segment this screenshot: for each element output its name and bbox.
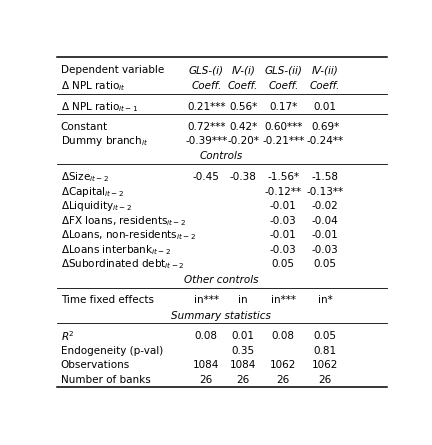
- Text: 1062: 1062: [270, 360, 296, 370]
- Text: ΔLoans, non-residents$_{it-2}$: ΔLoans, non-residents$_{it-2}$: [60, 228, 196, 242]
- Text: IV-(i): IV-(i): [231, 65, 255, 75]
- Text: -1.58: -1.58: [312, 172, 339, 182]
- Text: Δ NPL ratio$_{it}$: Δ NPL ratio$_{it}$: [60, 79, 125, 93]
- Text: 0.01: 0.01: [314, 101, 337, 112]
- Text: -0.39***: -0.39***: [185, 136, 228, 146]
- Text: 0.72***: 0.72***: [187, 121, 226, 132]
- Text: in***: in***: [194, 295, 219, 305]
- Text: 0.56*: 0.56*: [229, 101, 257, 112]
- Text: -0.03: -0.03: [270, 245, 297, 255]
- Text: 0.21***: 0.21***: [187, 101, 226, 112]
- Text: -0.01: -0.01: [270, 201, 297, 211]
- Text: 26: 26: [277, 375, 290, 385]
- Text: -1.56*: -1.56*: [267, 172, 299, 182]
- Text: 0.60***: 0.60***: [264, 121, 302, 132]
- Text: -0.20*: -0.20*: [227, 136, 259, 146]
- Text: 1084: 1084: [193, 360, 219, 370]
- Text: -0.12**: -0.12**: [265, 186, 302, 197]
- Text: Time fixed effects: Time fixed effects: [60, 295, 154, 305]
- Text: Constant: Constant: [60, 121, 108, 132]
- Text: Controls: Controls: [200, 151, 243, 162]
- Text: in***: in***: [271, 295, 296, 305]
- Text: 1084: 1084: [230, 360, 256, 370]
- Text: Dummy branch$_{it}$: Dummy branch$_{it}$: [60, 134, 148, 148]
- Text: ΔLiquidity$_{it-2}$: ΔLiquidity$_{it-2}$: [60, 199, 132, 213]
- Text: ΔSize$_{it-2}$: ΔSize$_{it-2}$: [60, 170, 109, 184]
- Text: ΔCapital$_{it-2}$: ΔCapital$_{it-2}$: [60, 185, 124, 198]
- Text: Number of banks: Number of banks: [60, 375, 150, 385]
- Text: Summary statistics: Summary statistics: [172, 311, 271, 320]
- Text: in: in: [238, 295, 248, 305]
- Text: -0.03: -0.03: [270, 216, 297, 226]
- Text: 0.08: 0.08: [195, 331, 218, 341]
- Text: -0.02: -0.02: [312, 201, 339, 211]
- Text: 26: 26: [318, 375, 332, 385]
- Text: 0.17*: 0.17*: [269, 101, 298, 112]
- Text: -0.01: -0.01: [270, 231, 297, 240]
- Text: -0.13**: -0.13**: [307, 186, 344, 197]
- Text: Coeff.: Coeff.: [310, 81, 340, 91]
- Text: Observations: Observations: [60, 360, 130, 370]
- Text: GLS-(ii): GLS-(ii): [264, 65, 302, 75]
- Text: Dependent variable: Dependent variable: [60, 65, 164, 75]
- Text: -0.03: -0.03: [312, 245, 339, 255]
- Text: 0.35: 0.35: [232, 346, 255, 356]
- Text: Coeff.: Coeff.: [191, 81, 222, 91]
- Text: in*: in*: [318, 295, 333, 305]
- Text: ΔLoans interbank$_{it-2}$: ΔLoans interbank$_{it-2}$: [60, 243, 171, 257]
- Text: ΔSubordinated debt$_{it-2}$: ΔSubordinated debt$_{it-2}$: [60, 258, 184, 271]
- Text: GLS-(i): GLS-(i): [189, 65, 224, 75]
- Text: 1062: 1062: [312, 360, 338, 370]
- Text: Coeff.: Coeff.: [228, 81, 258, 91]
- Text: $R^2$: $R^2$: [60, 329, 74, 343]
- Text: -0.21***: -0.21***: [262, 136, 305, 146]
- Text: 26: 26: [200, 375, 213, 385]
- Text: 0.08: 0.08: [272, 331, 295, 341]
- Text: -0.45: -0.45: [193, 172, 220, 182]
- Text: Endogeneity (p-val): Endogeneity (p-val): [60, 346, 163, 356]
- Text: 0.05: 0.05: [314, 259, 337, 270]
- Text: 0.01: 0.01: [232, 331, 254, 341]
- Text: Δ NPL ratio$_{it-1}$: Δ NPL ratio$_{it-1}$: [60, 100, 138, 113]
- Text: 0.05: 0.05: [314, 331, 337, 341]
- Text: -0.24**: -0.24**: [307, 136, 344, 146]
- Text: 0.81: 0.81: [314, 346, 337, 356]
- Text: ΔFX loans, residents$_{it-2}$: ΔFX loans, residents$_{it-2}$: [60, 214, 186, 228]
- Text: -0.01: -0.01: [312, 231, 339, 240]
- Text: -0.04: -0.04: [312, 216, 339, 226]
- Text: -0.38: -0.38: [230, 172, 257, 182]
- Text: Coeff.: Coeff.: [268, 81, 299, 91]
- Text: 26: 26: [237, 375, 250, 385]
- Text: 0.69*: 0.69*: [311, 121, 339, 132]
- Text: IV-(ii): IV-(ii): [312, 65, 339, 75]
- Text: 0.42*: 0.42*: [229, 121, 257, 132]
- Text: Other controls: Other controls: [184, 275, 259, 285]
- Text: 0.05: 0.05: [272, 259, 295, 270]
